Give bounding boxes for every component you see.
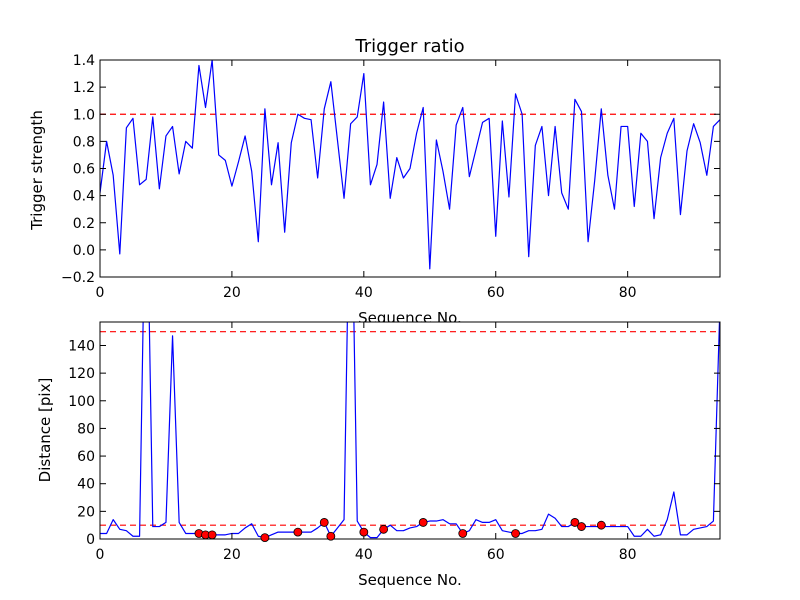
series-line [100, 60, 720, 270]
data-point-marker [418, 518, 428, 527]
y-tick-label: 100 [68, 394, 95, 410]
data-point-marker [577, 522, 586, 531]
y-tick-label: −0.2 [61, 270, 95, 286]
y-tick-label: 120 [68, 366, 95, 382]
x-tick-label: 40 [355, 285, 373, 301]
y-tick-label: 0.6 [73, 162, 95, 178]
y-tick-label: 140 [68, 338, 95, 354]
y-tick-label: 1.2 [73, 80, 95, 96]
x-tick-label: 60 [487, 285, 505, 301]
data-point-marker [319, 518, 329, 527]
y-tick-label: 0.0 [73, 243, 95, 259]
y-axis-label: Distance [pix] [36, 378, 54, 483]
axis-ticks: 0 20 40 60 80 0 20 40 60 80 100 120 140 [68, 322, 720, 563]
y-tick-label: 1.0 [73, 107, 95, 123]
x-tick-label: 60 [487, 547, 505, 563]
y-tick-label: 80 [77, 421, 95, 437]
plot-frame [99, 321, 721, 540]
y-tick-label: 0.4 [73, 189, 95, 205]
data-point-marker [260, 533, 270, 543]
y-tick-label: 1.4 [73, 53, 95, 69]
chart-title: Trigger ratio [354, 36, 464, 57]
y-tick-label: 20 [77, 504, 95, 520]
x-tick-label: 80 [619, 285, 637, 301]
data-point-marker [326, 531, 336, 541]
data-point-marker [379, 524, 389, 534]
plot-content [100, 60, 720, 270]
data-point-marker [511, 529, 520, 538]
data-point-marker [458, 529, 468, 538]
x-tick-label: 80 [619, 547, 637, 563]
x-axis-label: Sequence No. [358, 571, 462, 589]
y-tick-label: 60 [77, 449, 95, 465]
y-axis-label: Trigger strength [28, 110, 46, 231]
data-point-marker [570, 518, 580, 527]
x-tick-label: 20 [223, 547, 241, 563]
data-point-marker [596, 520, 606, 530]
y-tick-label: 40 [77, 477, 95, 493]
axis-ticks: 0 20 40 60 80 −0.2 0.0 0.2 0.4 0.6 0.8 1.0 1.2 1.4 [61, 53, 720, 301]
x-tick-label: 20 [223, 285, 241, 301]
y-tick-label: 0 [86, 532, 95, 548]
y-tick-label: 0.8 [73, 134, 95, 150]
y-tick-label: 0.2 [73, 216, 95, 232]
data-point-marker [293, 527, 303, 537]
plot-area [100, 322, 720, 539]
marker-layer [194, 518, 606, 543]
x-tick-label: 0 [96, 547, 105, 563]
data-point-marker [207, 530, 217, 540]
x-tick-label: 0 [96, 285, 105, 301]
x-tick-label: 40 [355, 547, 373, 563]
data-point-marker [359, 527, 369, 537]
trigger-ratio-chart: Trigger ratio 0 20 40 60 80−0.20.00.20.40.60… [28, 36, 721, 327]
distance-chart: 0 20 40 60 80 0 20 40 60 80 100 120 140 Sequence No.… [36, 321, 721, 589]
